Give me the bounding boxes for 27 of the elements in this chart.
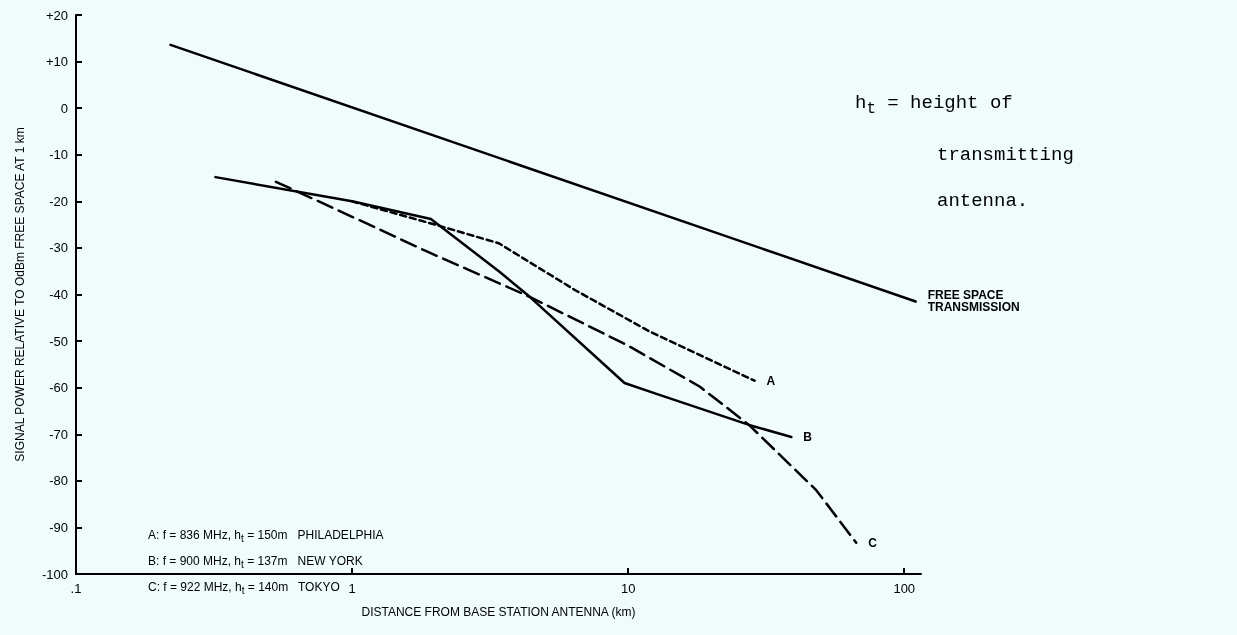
series-label: C bbox=[868, 535, 878, 550]
series-label: FREE SPACE TRANSMISSION bbox=[927, 288, 1020, 315]
text: C: f = 922 MHz, h$_{t}$ = 140m TOKYO bbox=[148, 580, 340, 597]
y-tick-label: -60 bbox=[49, 380, 68, 396]
x-tick-label: .1 bbox=[70, 581, 82, 596]
x-tick-label: 100 bbox=[893, 581, 916, 596]
y-tick-label: +10 bbox=[45, 54, 68, 70]
y-tick-label: 0 bbox=[60, 100, 68, 116]
y-tick-label: -20 bbox=[49, 193, 68, 209]
y-tick-label: -80 bbox=[49, 473, 68, 489]
y-tick-label: -40 bbox=[49, 287, 68, 302]
series-label: A bbox=[766, 373, 776, 388]
y-axis-title: SIGNAL POWER RELATIVE TO OdBm FREE SPACE AT 1 km bbox=[13, 127, 27, 462]
x-tick-label: 1 bbox=[348, 581, 356, 596]
y-tick-label: +20 bbox=[45, 7, 68, 23]
x-tick-label: 10 bbox=[620, 581, 636, 596]
series-label: B bbox=[803, 430, 813, 445]
y-tick-label: -30 bbox=[49, 240, 68, 256]
y-tick-label: -90 bbox=[49, 519, 68, 535]
text: h$_{t}$ = height of transmitting antenna. bbox=[855, 92, 1074, 212]
annotation: B: f = 900 MHz, h$_{t}$ = 137m NEW YORK bbox=[148, 554, 363, 571]
y-tick-label: -100 bbox=[41, 566, 68, 582]
annotation: A: f = 836 MHz, h$_{t}$ = 150m PHILADELPHIA bbox=[148, 528, 384, 545]
y-tick-label: -50 bbox=[49, 333, 68, 349]
x-axis-title: DISTANCE FROM BASE STATION ANTENNA (km) bbox=[361, 605, 636, 619]
y-tick-label: -70 bbox=[49, 426, 68, 442]
y-tick-label: -10 bbox=[49, 147, 68, 163]
